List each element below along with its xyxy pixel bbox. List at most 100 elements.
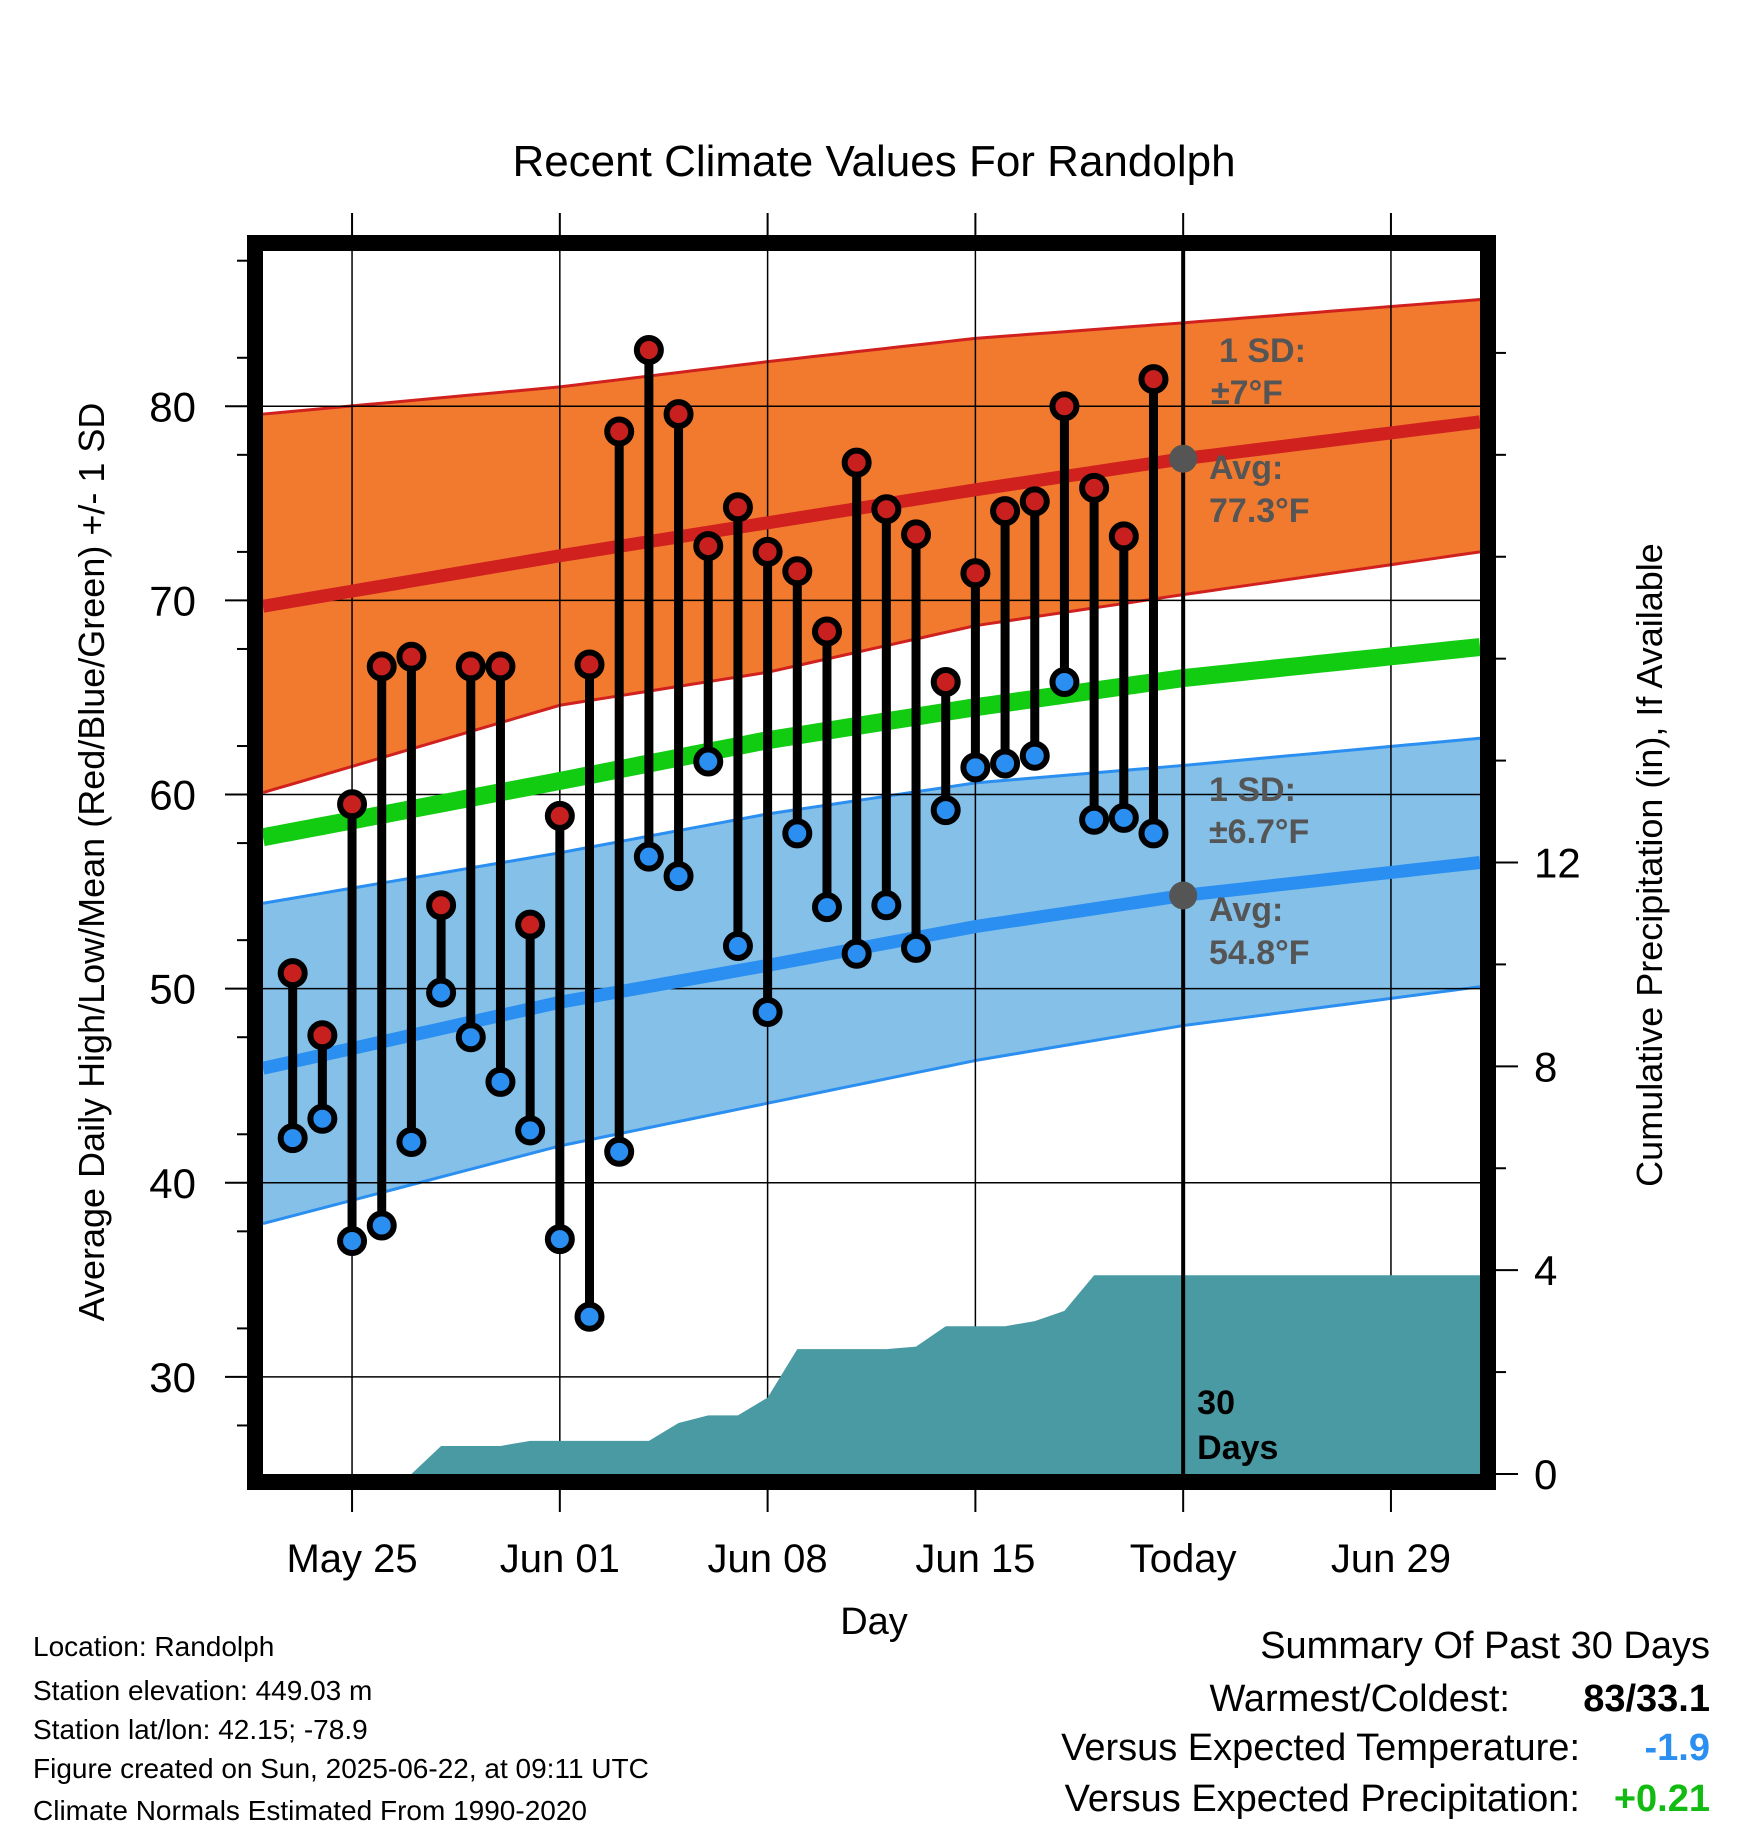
low-sd-band (263, 738, 1480, 1224)
low-point (782, 818, 813, 849)
summary-warmest-value: 83/33.1 (1583, 1678, 1710, 1720)
low-point (871, 890, 902, 921)
summary-precip: Versus Expected Precipitation: +0.21 (1065, 1780, 1710, 1818)
low-point (574, 1301, 605, 1332)
y2-tick-label: 0 (1534, 1451, 1557, 1498)
high-sd-label-1: 1 SD: (1219, 332, 1306, 370)
summary-warmest-label: Warmest/Coldest: (1209, 1678, 1510, 1720)
high-point (1019, 486, 1050, 517)
low-point (1049, 666, 1080, 697)
high-point (960, 558, 991, 589)
summary-precip-value: +0.21 (1613, 1778, 1710, 1820)
footer-created: Figure created on Sun, 2025-06-22, at 09… (33, 1753, 649, 1784)
low-point (811, 892, 842, 923)
observations (277, 335, 1169, 1332)
low-point (366, 1210, 397, 1241)
y2-tick-label: 4 (1534, 1247, 1557, 1294)
low-point (426, 977, 457, 1008)
high-avg-today-marker (1169, 444, 1198, 473)
mean-avg-line (261, 638, 1481, 847)
chart-title: Recent Climate Values For Randolph (512, 137, 1235, 186)
high-point (752, 536, 783, 567)
low-point (960, 752, 991, 783)
low-point (752, 996, 783, 1027)
low-avg-label-2: 54.8°F (1209, 934, 1310, 972)
low-point (901, 932, 932, 963)
y2-tick-label: 12 (1534, 840, 1581, 887)
high-point (871, 494, 902, 525)
y-tick-label: 40 (149, 1160, 196, 1207)
low-point (485, 1066, 516, 1097)
low-point (455, 1022, 486, 1053)
high-point (1079, 472, 1110, 503)
high-point (455, 651, 486, 682)
low-point (930, 795, 961, 826)
low-point (1079, 804, 1110, 835)
low-point (277, 1123, 308, 1154)
high-sd-band-lower-edge (262, 550, 1481, 795)
x-tick-label: Jun 15 (915, 1537, 1035, 1581)
high-sd-label-2: ±7°F (1211, 374, 1283, 412)
y-tick-label: 60 (149, 772, 196, 819)
footer-latlon: Station lat/lon: 42.15; -78.9 (33, 1714, 368, 1745)
high-point (366, 651, 397, 682)
low-point (693, 746, 724, 777)
high-point (930, 666, 961, 697)
low-point (1138, 818, 1169, 849)
high-point (1049, 391, 1080, 422)
precip-cumulative-area (292, 1275, 1481, 1474)
summary-temp: Versus Expected Temperature: -1.9 (1061, 1729, 1710, 1767)
high-point (426, 890, 457, 921)
high-point (841, 447, 872, 478)
summary-temp-value: -1.9 (1644, 1727, 1710, 1769)
low-point (841, 938, 872, 969)
x-tick-label: Today (1130, 1537, 1237, 1581)
precip-area (292, 1275, 1481, 1474)
low-sd-label-1: 1 SD: (1209, 771, 1296, 809)
footer-elevation: Station elevation: 449.03 m (33, 1675, 373, 1706)
high-point (1108, 521, 1139, 552)
y-tick-label: 30 (149, 1354, 196, 1401)
x-tick-label: Jun 29 (1331, 1537, 1451, 1581)
y-tick-label: 80 (149, 383, 196, 430)
high-point (544, 800, 575, 831)
low-sd-band-lower-edge (262, 985, 1481, 1226)
low-point (1019, 740, 1050, 771)
annotations: 1 SD: ±7°F Avg: 77.3°F 1 SD: ±6.7°F Avg: 54.8°F (1169, 332, 1310, 972)
high-point (663, 399, 694, 430)
high-point (901, 519, 932, 550)
y-tick-label: 50 (149, 966, 196, 1013)
x-tick-label: May 25 (286, 1537, 417, 1581)
y-tick-label: 70 (149, 577, 196, 624)
high-sd-band-upper-edge (262, 298, 1481, 416)
low-point (633, 841, 664, 872)
y-axis-label: Average Daily High/Low/Mean (Red/Blue/Gr… (71, 403, 112, 1322)
footer-location: Location: Randolph (33, 1631, 275, 1662)
summary-precip-label: Versus Expected Precipitation: (1064, 1778, 1580, 1820)
low-sd-band-upper-edge (262, 736, 1481, 905)
summary-warmest: Warmest/Coldest: 83/33.1 (1209, 1680, 1710, 1718)
low-point (515, 1115, 546, 1146)
summary-temp-label: Versus Expected Temperature: (1061, 1727, 1580, 1769)
low-point (544, 1224, 575, 1255)
x-tick-label: Jun 01 (500, 1537, 620, 1581)
high-point (604, 416, 635, 447)
high-point (337, 789, 368, 820)
high-avg-line (261, 415, 1481, 613)
high-sd-band (263, 299, 1480, 793)
high-avg-label-1: Avg: (1209, 449, 1283, 487)
plot-frame (247, 235, 1496, 1490)
high-point (485, 651, 516, 682)
high-point (990, 496, 1021, 527)
y2-tick-label: 8 (1534, 1043, 1557, 1090)
low-point (722, 930, 753, 961)
high-point (1138, 364, 1169, 395)
high-point (307, 1020, 338, 1051)
low-point (1108, 802, 1139, 833)
high-point (782, 556, 813, 587)
high-point (396, 641, 427, 672)
summary-title: Summary Of Past 30 Days (1260, 1625, 1710, 1667)
x-tick-label: Jun 08 (708, 1537, 828, 1581)
low-sd-label-2: ±6.7°F (1209, 813, 1309, 851)
